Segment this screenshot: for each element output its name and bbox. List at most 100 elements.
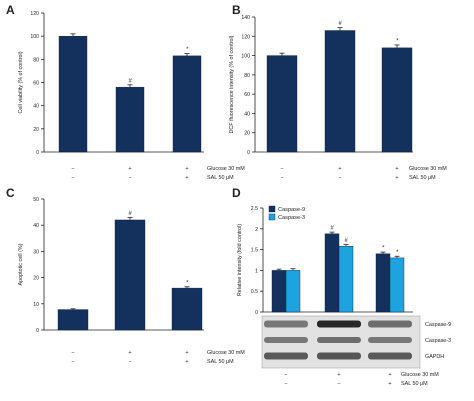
sal-label: SAL 50 μM <box>401 381 428 387</box>
sal-sign: + <box>185 359 188 365</box>
bar <box>389 257 405 313</box>
significance-mark: # <box>344 238 348 244</box>
y-tick-label: 40 <box>33 223 39 229</box>
y-axis-label: Apoptotic cell (%) <box>18 243 24 285</box>
blot-band <box>264 352 308 360</box>
panel-letter: A <box>6 3 15 17</box>
bar <box>375 253 391 313</box>
legend-label: Caspase-3 <box>278 215 305 221</box>
glucose-sign: − <box>284 372 287 378</box>
y-tick-label: 0 <box>255 310 258 316</box>
y-tick-label: 1 <box>255 268 258 274</box>
sal-sign: − <box>280 175 283 181</box>
glucose-sign: + <box>338 166 341 172</box>
sal-label: SAL 50 μM <box>409 175 436 181</box>
significance-mark: * <box>186 47 189 53</box>
blot-band <box>317 320 361 328</box>
bar <box>172 55 202 153</box>
sal-label: SAL 50 μM <box>207 359 234 365</box>
bar <box>115 86 145 153</box>
glucose-label: Glucose 30 mM <box>207 350 245 356</box>
sal-sign: − <box>128 359 131 365</box>
legend-swatch <box>268 205 276 213</box>
bar <box>285 270 301 313</box>
glucose-sign: − <box>71 166 74 172</box>
panel-letter: B <box>232 3 241 17</box>
y-axis-label: Relative intensity (fold control) <box>237 224 243 296</box>
sal-sign: + <box>388 381 391 387</box>
glucose-sign: + <box>185 166 188 172</box>
y-tick-label: 120 <box>241 34 250 40</box>
y-tick-label: 100 <box>241 54 250 60</box>
y-tick-label: 60 <box>244 92 250 98</box>
y-tick-label: 40 <box>33 104 39 110</box>
panel-d: D 0 0.5 1 1.5 2 2.5 Relative intensity (fold co… <box>232 186 439 387</box>
panel-a: A 0 20 40 60 80 100 120 Cell viability (% of con… <box>6 3 245 181</box>
y-tick-label: 80 <box>33 57 39 63</box>
y-tick-label: 30 <box>33 249 39 255</box>
bar <box>271 270 287 313</box>
y-tick-label: 20 <box>244 131 250 137</box>
y-tick-label: 20 <box>33 127 39 133</box>
blot-band <box>317 352 361 360</box>
y-tick-label: 0 <box>247 150 250 156</box>
sal-sign: − <box>337 381 340 387</box>
glucose-sign: + <box>128 350 131 356</box>
panel-letter: D <box>232 186 241 200</box>
significance-mark: * <box>382 246 385 252</box>
y-tick-label: 2.5 <box>251 206 258 212</box>
sal-label: SAL 50 μM <box>207 175 234 181</box>
blot-band <box>264 337 308 343</box>
y-tick-label: 80 <box>244 73 250 79</box>
sal-sign: + <box>185 175 188 181</box>
y-axis-label: Cell viability (% of control) <box>18 51 24 113</box>
blot-label: GAPDH <box>425 354 444 360</box>
bar <box>114 219 146 331</box>
y-tick-label: 100 <box>30 34 39 40</box>
glucose-sign: + <box>185 350 188 356</box>
bar <box>266 55 298 153</box>
legend-swatch <box>268 213 276 221</box>
significance-mark: * <box>186 280 189 286</box>
bar <box>171 287 203 331</box>
blot-label: Caspase-3 <box>425 338 451 344</box>
y-tick-label: 50 <box>33 197 39 203</box>
panel-letter: C <box>6 186 15 200</box>
y-tick-label: 120 <box>30 11 39 17</box>
y-tick-label: 60 <box>33 81 39 87</box>
blot-band <box>368 320 412 328</box>
significance-mark: * <box>396 38 399 44</box>
glucose-sign: − <box>280 166 283 172</box>
bar <box>324 233 340 313</box>
glucose-sign: + <box>128 166 131 172</box>
sal-sign: − <box>338 175 341 181</box>
sal-sign: − <box>71 175 74 181</box>
bar <box>338 246 354 313</box>
blot-band <box>368 337 412 343</box>
glucose-label: Glucose 30 mM <box>207 166 245 172</box>
glucose-sign: + <box>337 372 340 378</box>
sal-sign: − <box>128 175 131 181</box>
legend-label: Caspase-9 <box>278 207 305 213</box>
y-axis-label: DCF fluorescence intensity (% of control… <box>229 35 235 133</box>
glucose-sign: + <box>388 372 391 378</box>
western-blot: Caspase-9 Caspase-3 GAPDH <box>261 315 451 369</box>
sal-sign: + <box>395 175 398 181</box>
significance-mark: # <box>128 78 132 84</box>
significance-mark: # <box>330 226 334 232</box>
y-tick-label: 140 <box>241 15 250 21</box>
bar <box>381 47 413 153</box>
glucose-label: Glucose 30 mM <box>401 372 439 378</box>
panel-b: B 0 20 40 60 80 100 120 140 DCF fluorescence inte… <box>229 3 447 181</box>
y-tick-label: 2 <box>255 227 258 233</box>
bar <box>58 35 88 153</box>
y-tick-label: 0.5 <box>251 289 258 295</box>
significance-mark: # <box>338 21 342 27</box>
sal-sign: − <box>284 381 287 387</box>
y-tick-label: 40 <box>244 111 250 117</box>
significance-mark: * <box>396 250 399 256</box>
glucose-sign: − <box>71 350 74 356</box>
blot-band <box>317 337 361 343</box>
blot-label: Caspase-9 <box>425 322 451 328</box>
